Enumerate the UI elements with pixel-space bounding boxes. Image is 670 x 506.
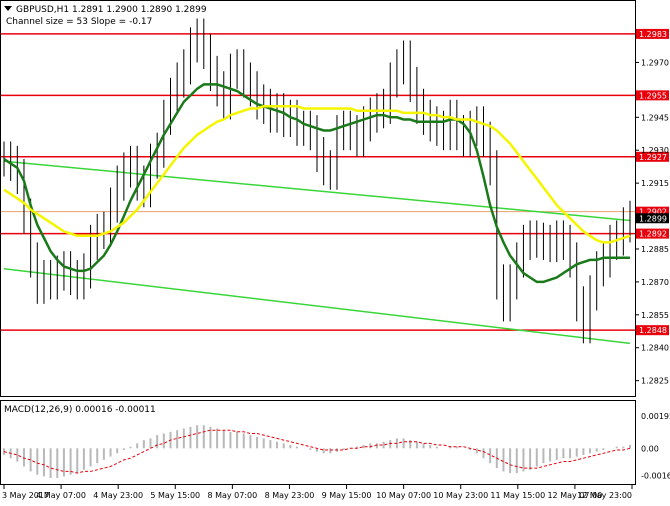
symbol-info: GBPUSD,H1 1.2891 1.2900 1.2890 1.2899 <box>16 5 207 15</box>
level-label-box <box>636 90 669 101</box>
level-label: 1.2848 <box>639 326 667 335</box>
level-label: 1.2927 <box>639 153 667 162</box>
macd-tick-label: -0.00164 <box>641 471 670 480</box>
y-tick-label: 1.2970 <box>641 58 669 67</box>
x-tick-label: 9 May 15:00 <box>322 491 372 500</box>
macd-title: MACD(12,26,9) 0.00016 -0.00011 <box>4 405 156 415</box>
channel-info: Channel size = 53 Slope = -0.17 <box>6 17 152 27</box>
level-lines: 1.29831.29551.29271.28921.28481.29021.28… <box>1 28 669 336</box>
moving-average-line <box>3 105 631 244</box>
x-tick-label: 8 May 23:00 <box>265 491 315 500</box>
series-lines <box>3 18 631 344</box>
x-tick-label: 4 May 23:00 <box>93 491 143 500</box>
y-tick-label: 1.2945 <box>641 113 669 122</box>
macd-signal-line <box>3 429 631 474</box>
y-tick-label: 1.2855 <box>641 311 669 320</box>
symbol-dropdown-icon[interactable] <box>4 6 12 11</box>
y-tick-label: 1.2930 <box>641 146 669 155</box>
x-tick-label: 5 May 15:00 <box>150 491 200 500</box>
macd-pane-frame <box>0 400 636 485</box>
level-label: 1.2983 <box>639 30 667 39</box>
x-tick-label: 12 May 07:00 <box>547 491 602 500</box>
y-tick-label: 1.2885 <box>641 245 669 254</box>
price-label-box <box>636 213 669 224</box>
price-label: 1.2902 <box>639 208 667 217</box>
macd-tick-label: 0.00195 <box>641 412 670 421</box>
macd-tick-label: 0.00 <box>641 444 659 453</box>
level-label-box <box>636 151 669 162</box>
price-label: 1.2899 <box>639 214 667 223</box>
x-tick-label: 4 May 07:00 <box>36 491 86 500</box>
y-tick-label: 1.2870 <box>641 278 669 287</box>
y-tick-label: 1.2915 <box>641 179 669 188</box>
y-tick-label: 1.2840 <box>641 344 669 353</box>
level-label-box <box>636 228 669 239</box>
channel-line <box>3 160 631 222</box>
moving-average-line <box>3 83 630 284</box>
level-label: 1.2892 <box>639 230 667 239</box>
x-tick-label: 8 May 07:00 <box>207 491 257 500</box>
level-label: 1.2955 <box>639 91 667 100</box>
level-label-box <box>636 325 669 336</box>
level-label-box <box>636 28 669 39</box>
x-tick-label: 10 May 23:00 <box>433 491 488 500</box>
x-tick-label: 12 May 23:00 <box>577 491 632 500</box>
y-tick-label: 1.2825 <box>641 377 669 386</box>
main-pane-frame <box>0 0 636 397</box>
x-tick-label: 11 May 15:00 <box>490 491 545 500</box>
x-tick-label: 3 May 2017 <box>2 491 49 500</box>
macd-indicator: 0.00195 0.00 -0.00164 <box>3 412 670 480</box>
channel-line <box>3 267 631 345</box>
price-axis: 1.2970 1.2945 1.2930 1.2915 1.2885 1.2870 1.28… <box>635 58 669 386</box>
price-label-box <box>636 206 669 217</box>
channel-lines <box>3 160 631 345</box>
x-tick-label: 10 May 07:00 <box>376 491 431 500</box>
